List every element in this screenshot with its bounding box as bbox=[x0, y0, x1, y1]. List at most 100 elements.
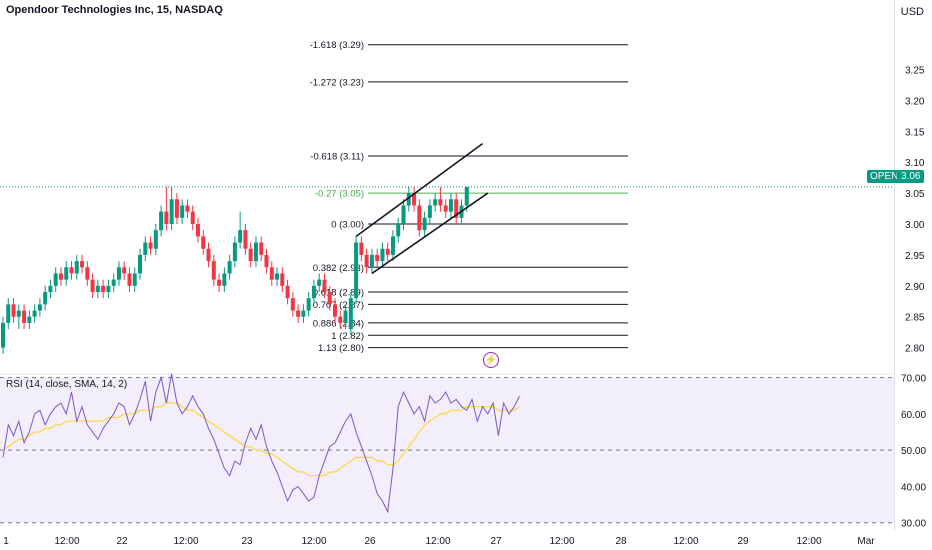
candle-body bbox=[427, 205, 432, 218]
candle-body bbox=[211, 261, 216, 280]
price-tick-label: 3.25 bbox=[905, 65, 925, 76]
rsi-tick-label: 40.00 bbox=[901, 482, 926, 493]
candle-body bbox=[16, 310, 21, 317]
candle-body bbox=[53, 273, 58, 286]
price-tick-label: 2.95 bbox=[905, 251, 925, 262]
price-tick-label: 3.05 bbox=[905, 189, 925, 200]
rsi-background-band bbox=[0, 377, 894, 523]
candle-body bbox=[27, 316, 32, 323]
time-tick-label: 12:00 bbox=[796, 536, 821, 547]
candle-body bbox=[180, 205, 185, 218]
candle-body bbox=[11, 304, 16, 317]
fib-level-label: -0.618 (3.11) bbox=[310, 152, 364, 163]
rsi-tick-label: 30.00 bbox=[901, 519, 926, 530]
candle-body bbox=[116, 267, 121, 280]
candle-body bbox=[101, 285, 106, 292]
time-tick-label: Mar bbox=[857, 536, 875, 547]
candle-body bbox=[74, 261, 79, 274]
fib-level-label: 0.886 (2.84) bbox=[313, 318, 364, 329]
candle-body bbox=[138, 254, 143, 274]
candle-body bbox=[148, 242, 153, 249]
candle-body bbox=[385, 248, 390, 255]
candle-body bbox=[222, 273, 227, 286]
candle-body bbox=[343, 310, 348, 323]
candle-body bbox=[69, 267, 74, 274]
candle-body bbox=[380, 248, 385, 262]
fib-level-label: 0.382 (2.93) bbox=[313, 263, 364, 274]
price-tick-label: 3.00 bbox=[905, 220, 925, 231]
candle-body bbox=[412, 193, 417, 206]
candle-body bbox=[227, 261, 232, 274]
candle-body bbox=[159, 211, 164, 231]
time-tick-label: 12:00 bbox=[673, 536, 698, 547]
candle-body bbox=[301, 310, 306, 317]
candle-body bbox=[185, 205, 190, 212]
candle-body bbox=[269, 267, 274, 280]
candle-body bbox=[275, 273, 280, 280]
time-tick-label: 12:00 bbox=[301, 536, 326, 547]
price-tick-label: 2.80 bbox=[905, 344, 925, 355]
lightning-icon[interactable]: ⚡ bbox=[483, 352, 499, 368]
rsi-tick-label: 70.00 bbox=[901, 374, 926, 385]
rsi-tick-label: 50.00 bbox=[901, 446, 926, 457]
candle-body bbox=[248, 248, 253, 262]
ticker-badge: OPEN bbox=[867, 170, 902, 183]
channel-trendline bbox=[355, 142, 484, 238]
price-tick-label: 2.85 bbox=[905, 313, 925, 324]
candle-body bbox=[390, 236, 395, 255]
candle-body bbox=[259, 242, 264, 255]
price-tick-label: 3.20 bbox=[905, 96, 925, 107]
fib-level-label: 0.618 (2.89) bbox=[313, 288, 364, 299]
fib-level-label: -0.27 (3.05) bbox=[315, 189, 364, 200]
candle-body bbox=[369, 254, 374, 268]
time-tick-label: 27 bbox=[490, 536, 502, 547]
price-tick-label: 3.10 bbox=[905, 158, 925, 169]
time-tick-label: 26 bbox=[364, 536, 376, 547]
price-tick-label: 2.90 bbox=[905, 282, 925, 293]
candle-body bbox=[32, 310, 37, 317]
candle-body bbox=[338, 316, 343, 323]
fib-level-label: 0 (3.00) bbox=[331, 220, 364, 231]
candle-body bbox=[322, 279, 327, 292]
candle-body bbox=[6, 304, 11, 323]
candle-body bbox=[280, 273, 285, 286]
candle-body bbox=[232, 242, 237, 262]
fib-level-label: 0.707 (2.87) bbox=[313, 300, 364, 311]
candle-body bbox=[169, 199, 174, 224]
time-tick-label: 29 bbox=[737, 536, 749, 547]
rsi-indicator-label[interactable]: RSI (14, close, SMA, 14, 2) bbox=[6, 379, 128, 390]
rsi-sma-line bbox=[2, 402, 520, 477]
candle-body bbox=[43, 292, 48, 305]
candle-body bbox=[285, 285, 290, 299]
candle-body bbox=[111, 279, 116, 286]
candle-body bbox=[290, 298, 295, 311]
candle-body bbox=[464, 186, 469, 206]
candle-body bbox=[206, 248, 211, 262]
candle-body bbox=[438, 199, 443, 206]
candle-body bbox=[80, 261, 85, 268]
candle-body bbox=[201, 236, 206, 249]
candle-body bbox=[174, 199, 179, 218]
candle-body bbox=[58, 273, 63, 280]
candle-body bbox=[422, 217, 427, 231]
fib-level-label: -1.618 (3.29) bbox=[310, 40, 364, 51]
candle-body bbox=[406, 193, 411, 206]
candle-body bbox=[64, 267, 69, 280]
fib-level-label: -1.272 (3.23) bbox=[310, 77, 364, 88]
price-axis-separator bbox=[894, 0, 895, 530]
candle-body bbox=[375, 254, 380, 262]
time-tick-label: 1 bbox=[3, 536, 9, 547]
candle-body bbox=[364, 254, 369, 268]
candle-body bbox=[311, 285, 316, 299]
candle-body bbox=[443, 205, 448, 212]
candle-body bbox=[359, 242, 364, 255]
rsi-tick-label: 60.00 bbox=[901, 410, 926, 421]
candle-body bbox=[153, 230, 158, 249]
channel-trendline bbox=[371, 192, 489, 275]
candle-body bbox=[90, 279, 95, 292]
currency-label[interactable]: USD bbox=[900, 6, 924, 18]
time-tick-label: 28 bbox=[615, 536, 627, 547]
candle-body bbox=[333, 304, 338, 317]
candle-body bbox=[85, 267, 90, 280]
